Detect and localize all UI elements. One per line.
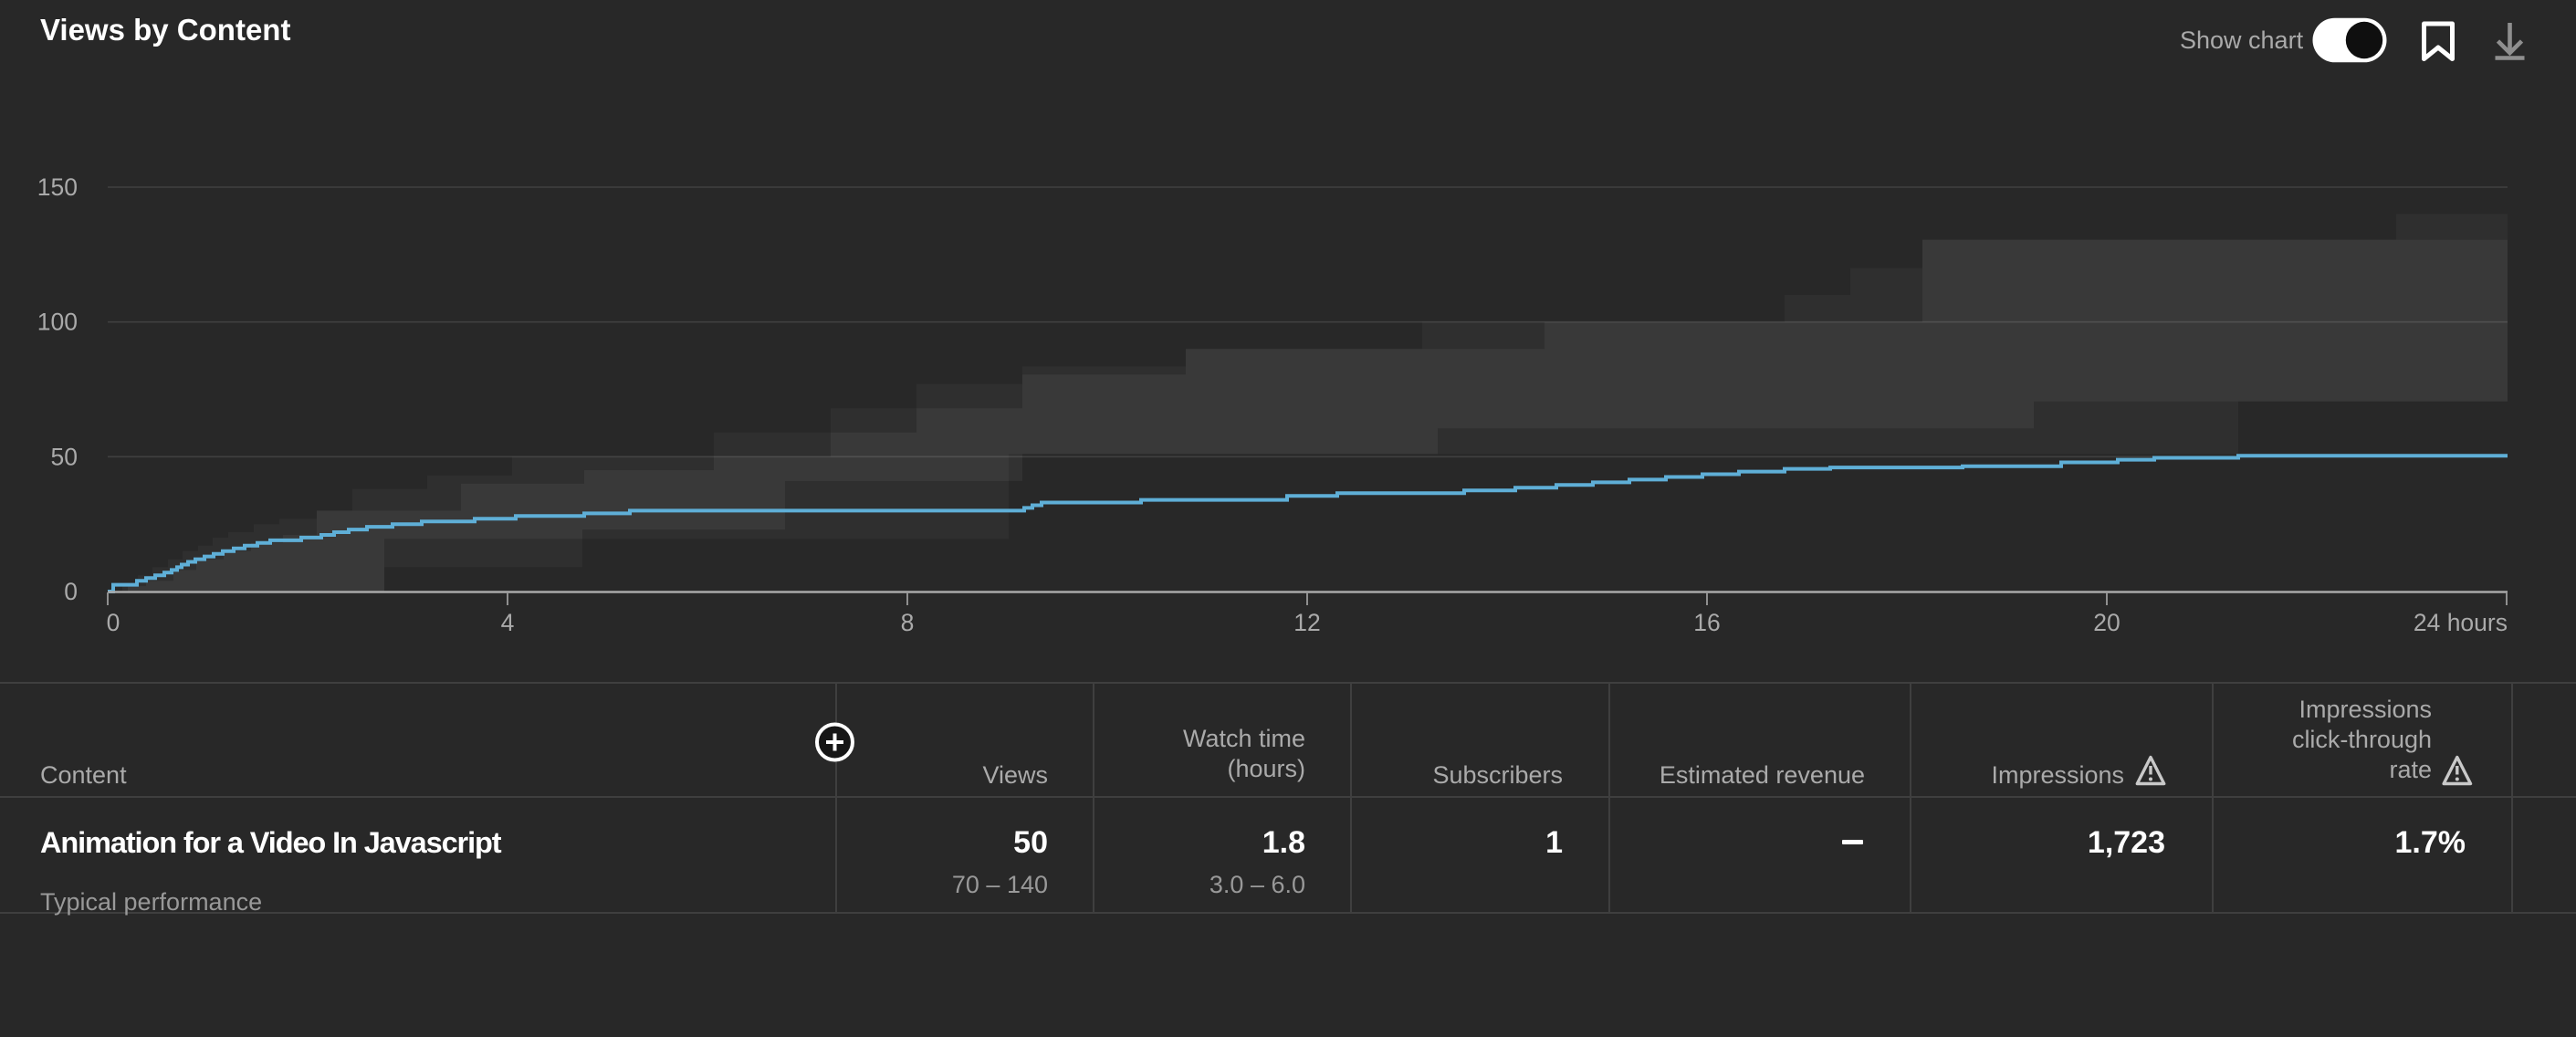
svg-text:16: 16	[1693, 609, 1720, 636]
svg-text:12: 12	[1293, 609, 1320, 636]
svg-text:50: 50	[51, 443, 78, 470]
svg-text:8: 8	[901, 609, 915, 636]
svg-text:0: 0	[107, 609, 120, 636]
svg-text:100: 100	[37, 309, 78, 336]
svg-text:20: 20	[2093, 609, 2120, 636]
svg-text:4: 4	[501, 609, 515, 636]
svg-text:0: 0	[64, 578, 78, 605]
svg-text:24 hours: 24 hours	[2414, 609, 2508, 636]
svg-text:150: 150	[37, 173, 78, 201]
